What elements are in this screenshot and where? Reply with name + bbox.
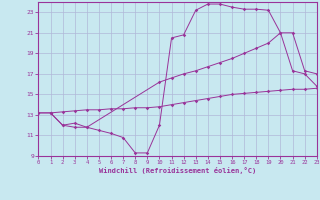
X-axis label: Windchill (Refroidissement éolien,°C): Windchill (Refroidissement éolien,°C) [99, 167, 256, 174]
